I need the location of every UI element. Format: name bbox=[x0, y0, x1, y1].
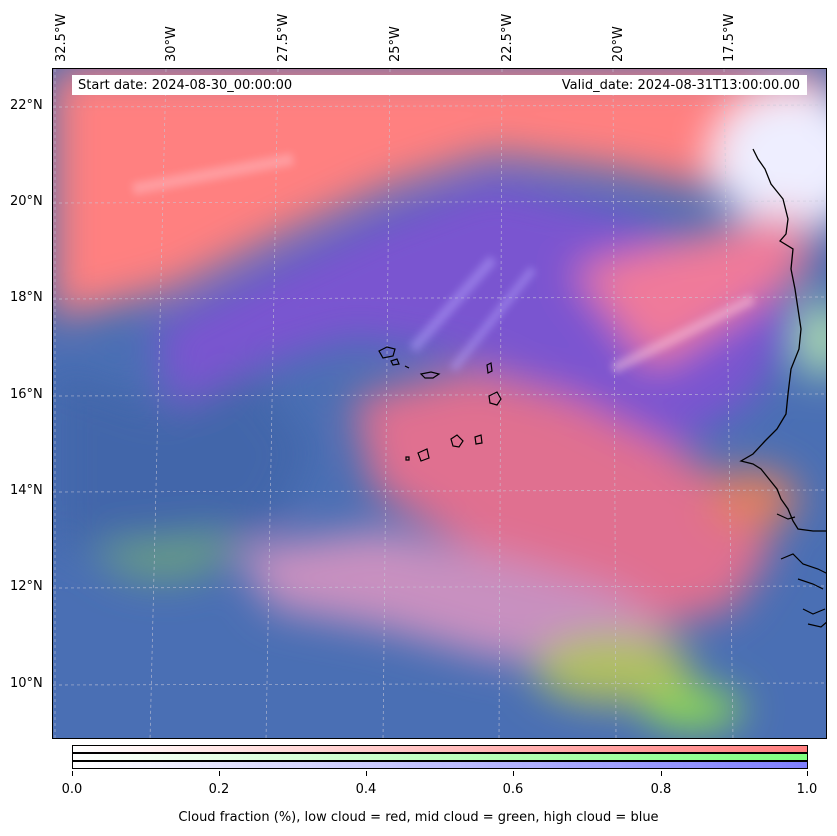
colorbar-tickmark-1 bbox=[219, 771, 220, 776]
mixed-cloud-region-south bbox=[233, 529, 673, 669]
valid-date: Valid_date: 2024-08-31T13:00:00.00 bbox=[561, 78, 800, 93]
meridian-22-5w bbox=[498, 69, 503, 738]
lon-label-27-5w: 27.5°W bbox=[276, 13, 291, 62]
mid-cloud-region-south bbox=[533, 634, 693, 704]
lat-label-14n: 14°N bbox=[10, 483, 43, 498]
lat-label-16n: 16°N bbox=[10, 387, 43, 402]
lon-label-22-5w: 22.5°W bbox=[500, 13, 515, 62]
low-cloud-region-center bbox=[353, 369, 773, 629]
lat-label-18n: 18°N bbox=[10, 290, 43, 305]
colorbar-tickmark-0 bbox=[72, 771, 73, 776]
island-fogo bbox=[417, 448, 430, 462]
island-sao-nicolau bbox=[419, 371, 441, 379]
lon-label-30w: 30°W bbox=[164, 26, 179, 62]
island-sao-vicente bbox=[390, 358, 400, 366]
high-cloud-region-center bbox=[153, 179, 793, 449]
lon-label-17-5w: 17.5°W bbox=[722, 13, 737, 62]
guinea-coast bbox=[807, 621, 826, 628]
island-santiago bbox=[450, 434, 464, 448]
low-cloud-streak-east bbox=[573, 209, 813, 369]
low-cloud-coastal bbox=[708, 469, 798, 529]
island-boa-vista bbox=[488, 391, 502, 406]
colorbar-tick-0: 0.0 bbox=[61, 782, 83, 797]
africa-coastline bbox=[739, 148, 826, 532]
high-cloud-region-west bbox=[53, 369, 313, 549]
island-santa-luzia bbox=[404, 365, 410, 369]
clear-region-northeast bbox=[713, 89, 826, 229]
colorbar-tick-5: 1.0 bbox=[796, 782, 818, 797]
colorbar-low-cloud bbox=[72, 745, 808, 753]
cloud-layer-svg bbox=[53, 69, 826, 738]
island-brava bbox=[405, 456, 410, 461]
colorbar-tickmark-3 bbox=[513, 771, 514, 776]
island-sal bbox=[486, 362, 493, 374]
meridian-17-5w bbox=[723, 69, 734, 738]
colorbar-tick-4: 0.8 bbox=[650, 782, 672, 797]
bijagos-islands bbox=[802, 608, 826, 615]
streak-4 bbox=[131, 153, 295, 195]
graticule bbox=[53, 69, 826, 738]
lon-label-20w: 20°W bbox=[611, 26, 626, 62]
gambia-estuary bbox=[776, 513, 796, 520]
lat-label-10n: 10°N bbox=[10, 676, 43, 691]
colorbar-tick-1: 0.2 bbox=[208, 782, 230, 797]
lat-label-12n: 12°N bbox=[10, 579, 43, 594]
colorbar bbox=[72, 745, 808, 771]
colorbar-tick-2: 0.4 bbox=[355, 782, 377, 797]
cloud-streaks bbox=[131, 153, 756, 374]
island-maio bbox=[474, 434, 483, 445]
meridian-25w bbox=[382, 69, 391, 738]
lat-label-22n: 22°N bbox=[10, 98, 43, 113]
meridian-20w bbox=[612, 69, 617, 738]
lon-label-25w: 25°W bbox=[388, 26, 403, 62]
bijagos-coast bbox=[797, 578, 824, 590]
meridian-27-5w bbox=[265, 69, 279, 738]
colorbar-tick-3: 0.6 bbox=[502, 782, 524, 797]
mid-cloud-region-southeast bbox=[643, 689, 743, 729]
cloud-fraction-map bbox=[52, 68, 827, 739]
lat-label-20n: 20°N bbox=[10, 194, 43, 209]
island-santo-antao bbox=[378, 346, 396, 359]
meridian-30w bbox=[149, 69, 167, 738]
colorbar-tickmark-5 bbox=[807, 771, 808, 776]
lon-label-32-5w: 32.5°W bbox=[54, 13, 69, 62]
streak-1 bbox=[409, 255, 497, 353]
date-bar: Start date: 2024-08-30_00:00:00 Valid_da… bbox=[72, 75, 807, 95]
cloud-blobs bbox=[53, 69, 826, 729]
guinea-bissau-coast bbox=[780, 553, 826, 574]
colorbar-high-cloud bbox=[72, 761, 808, 769]
streak-3 bbox=[610, 294, 756, 374]
colorbar-label: Cloud fraction (%), low cloud = red, mid… bbox=[178, 810, 659, 825]
start-date: Start date: 2024-08-30_00:00:00 bbox=[78, 78, 293, 93]
colorbar-tickmark-2 bbox=[366, 771, 367, 776]
streak-2 bbox=[449, 266, 537, 372]
mid-cloud-region-coast bbox=[798, 299, 826, 379]
low-cloud-region-north bbox=[53, 69, 826, 319]
colorbar-tickmark-4 bbox=[661, 771, 662, 776]
colorbar-mid-cloud bbox=[72, 753, 808, 761]
cape-verde-islands bbox=[378, 346, 502, 462]
